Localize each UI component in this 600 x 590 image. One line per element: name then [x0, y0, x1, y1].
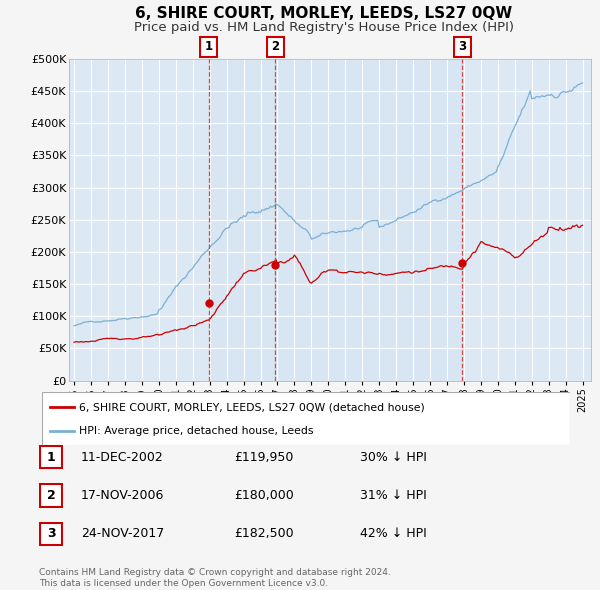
- Text: 3: 3: [458, 40, 466, 53]
- Text: 31% ↓ HPI: 31% ↓ HPI: [360, 489, 427, 502]
- Text: Price paid vs. HM Land Registry's House Price Index (HPI): Price paid vs. HM Land Registry's House …: [134, 21, 514, 34]
- Text: 24-NOV-2017: 24-NOV-2017: [81, 527, 164, 540]
- Text: 2: 2: [271, 40, 280, 53]
- Text: £182,500: £182,500: [234, 527, 293, 540]
- Text: 6, SHIRE COURT, MORLEY, LEEDS, LS27 0QW (detached house): 6, SHIRE COURT, MORLEY, LEEDS, LS27 0QW …: [79, 402, 425, 412]
- Text: 42% ↓ HPI: 42% ↓ HPI: [360, 527, 427, 540]
- Bar: [209, 59, 275, 381]
- Text: 1: 1: [47, 451, 55, 464]
- Text: 30% ↓ HPI: 30% ↓ HPI: [360, 451, 427, 464]
- Text: 11-DEC-2002: 11-DEC-2002: [81, 451, 164, 464]
- Text: 3: 3: [47, 527, 55, 540]
- Text: 2: 2: [47, 489, 55, 502]
- Text: 1: 1: [205, 40, 213, 53]
- Text: HPI: Average price, detached house, Leeds: HPI: Average price, detached house, Leed…: [79, 426, 313, 436]
- Text: £119,950: £119,950: [234, 451, 293, 464]
- Text: Contains HM Land Registry data © Crown copyright and database right 2024.
This d: Contains HM Land Registry data © Crown c…: [39, 568, 391, 588]
- Text: 17-NOV-2006: 17-NOV-2006: [81, 489, 164, 502]
- Text: 6, SHIRE COURT, MORLEY, LEEDS, LS27 0QW: 6, SHIRE COURT, MORLEY, LEEDS, LS27 0QW: [136, 6, 512, 21]
- Text: £180,000: £180,000: [234, 489, 294, 502]
- Bar: [275, 59, 462, 381]
